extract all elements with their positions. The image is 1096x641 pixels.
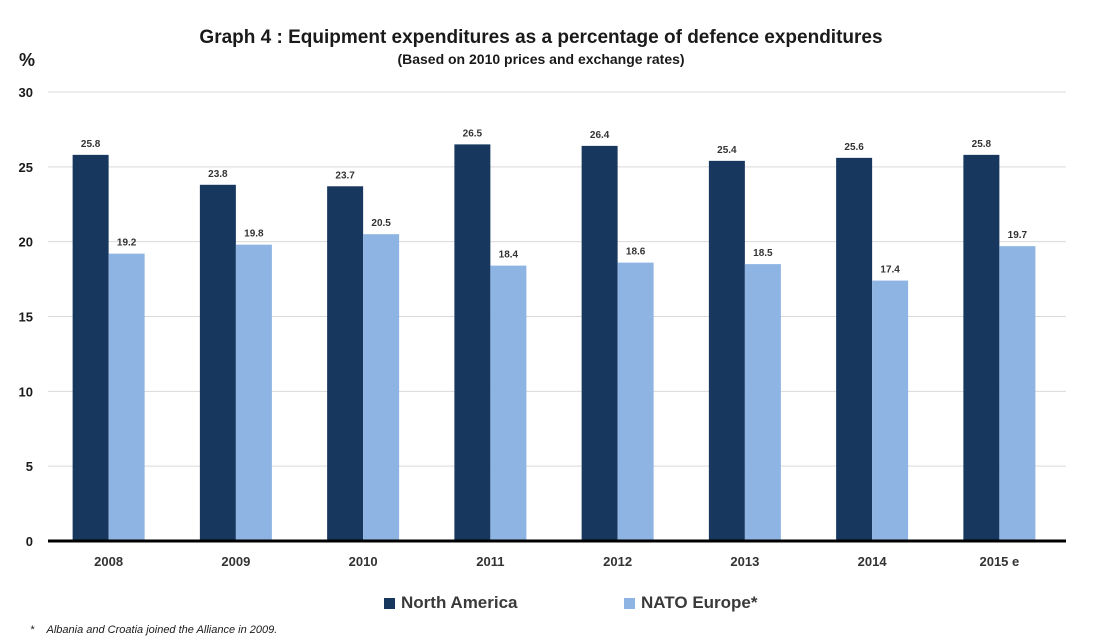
x-tick-label: 2011 bbox=[476, 554, 504, 569]
bar-nato-europe bbox=[363, 234, 400, 541]
y-tick-label: 20 bbox=[19, 235, 33, 250]
bar-north-america bbox=[327, 186, 364, 542]
x-tick-label: 2014 bbox=[858, 554, 888, 569]
legend-label-north-america: North America bbox=[401, 593, 518, 612]
y-tick-label: 25 bbox=[19, 160, 33, 175]
bar-north-america bbox=[72, 154, 109, 542]
bar-nato-europe bbox=[872, 280, 909, 541]
x-tick-label: 2008 bbox=[94, 554, 123, 569]
bar-north-america bbox=[581, 145, 618, 541]
x-tick-label: 2010 bbox=[349, 554, 378, 569]
bar-nato-europe bbox=[235, 244, 272, 541]
data-label: 19.7 bbox=[1008, 230, 1028, 241]
footnote-marker: * bbox=[30, 624, 35, 636]
bar-north-america bbox=[963, 154, 1000, 542]
y-tick-label: 15 bbox=[19, 310, 33, 325]
y-tick-label: 10 bbox=[19, 384, 33, 399]
data-label: 25.6 bbox=[844, 142, 864, 153]
data-label: 20.5 bbox=[371, 218, 391, 229]
y-tick-label: 30 bbox=[19, 85, 33, 100]
data-label: 17.4 bbox=[880, 265, 900, 276]
data-label: 19.2 bbox=[117, 238, 137, 249]
data-label: 25.8 bbox=[81, 139, 101, 150]
bar-north-america bbox=[199, 184, 236, 541]
data-label: 26.4 bbox=[590, 130, 610, 141]
y-axis-unit-label: % bbox=[19, 50, 36, 70]
x-tick-label: 2013 bbox=[730, 554, 759, 569]
legend-item-north-america: North America bbox=[384, 593, 518, 613]
bar-north-america bbox=[454, 144, 491, 541]
bar-north-america bbox=[708, 160, 745, 541]
data-label: 18.4 bbox=[499, 250, 519, 261]
data-label: 25.8 bbox=[972, 139, 992, 150]
bar-nato-europe bbox=[108, 253, 145, 541]
bar-nato-europe bbox=[490, 265, 527, 541]
data-label: 18.6 bbox=[626, 247, 646, 258]
x-tick-label: 2012 bbox=[603, 554, 632, 569]
data-label: 23.7 bbox=[335, 170, 355, 181]
data-label: 19.8 bbox=[244, 229, 264, 240]
data-label: 26.5 bbox=[463, 128, 483, 139]
chart-title: Graph 4 : Equipment expenditures as a pe… bbox=[199, 27, 883, 48]
chart-subtitle: (Based on 2010 prices and exchange rates… bbox=[397, 51, 685, 67]
data-label: 25.4 bbox=[717, 145, 737, 156]
x-tick-label: 2009 bbox=[221, 554, 250, 569]
y-tick-label: 0 bbox=[26, 534, 33, 549]
legend-swatch-nato-europe bbox=[624, 597, 635, 609]
bar-nato-europe bbox=[999, 246, 1036, 541]
data-label: 23.8 bbox=[208, 169, 228, 180]
legend-swatch-north-america bbox=[384, 597, 395, 609]
data-label: 18.5 bbox=[753, 248, 773, 259]
bar-north-america bbox=[836, 157, 873, 541]
legend-item-nato-europe: NATO Europe* bbox=[624, 593, 758, 613]
bar-nato-europe bbox=[617, 262, 654, 541]
y-tick-label: 5 bbox=[26, 459, 33, 474]
bar-nato-europe bbox=[744, 264, 781, 541]
footnote-text: Albania and Croatia joined the Alliance … bbox=[46, 624, 278, 636]
legend-label-nato-europe: NATO Europe* bbox=[641, 593, 758, 612]
x-tick-label: 2015 e bbox=[979, 554, 1019, 569]
footnote: * Albania and Croatia joined the Allianc… bbox=[30, 624, 277, 636]
